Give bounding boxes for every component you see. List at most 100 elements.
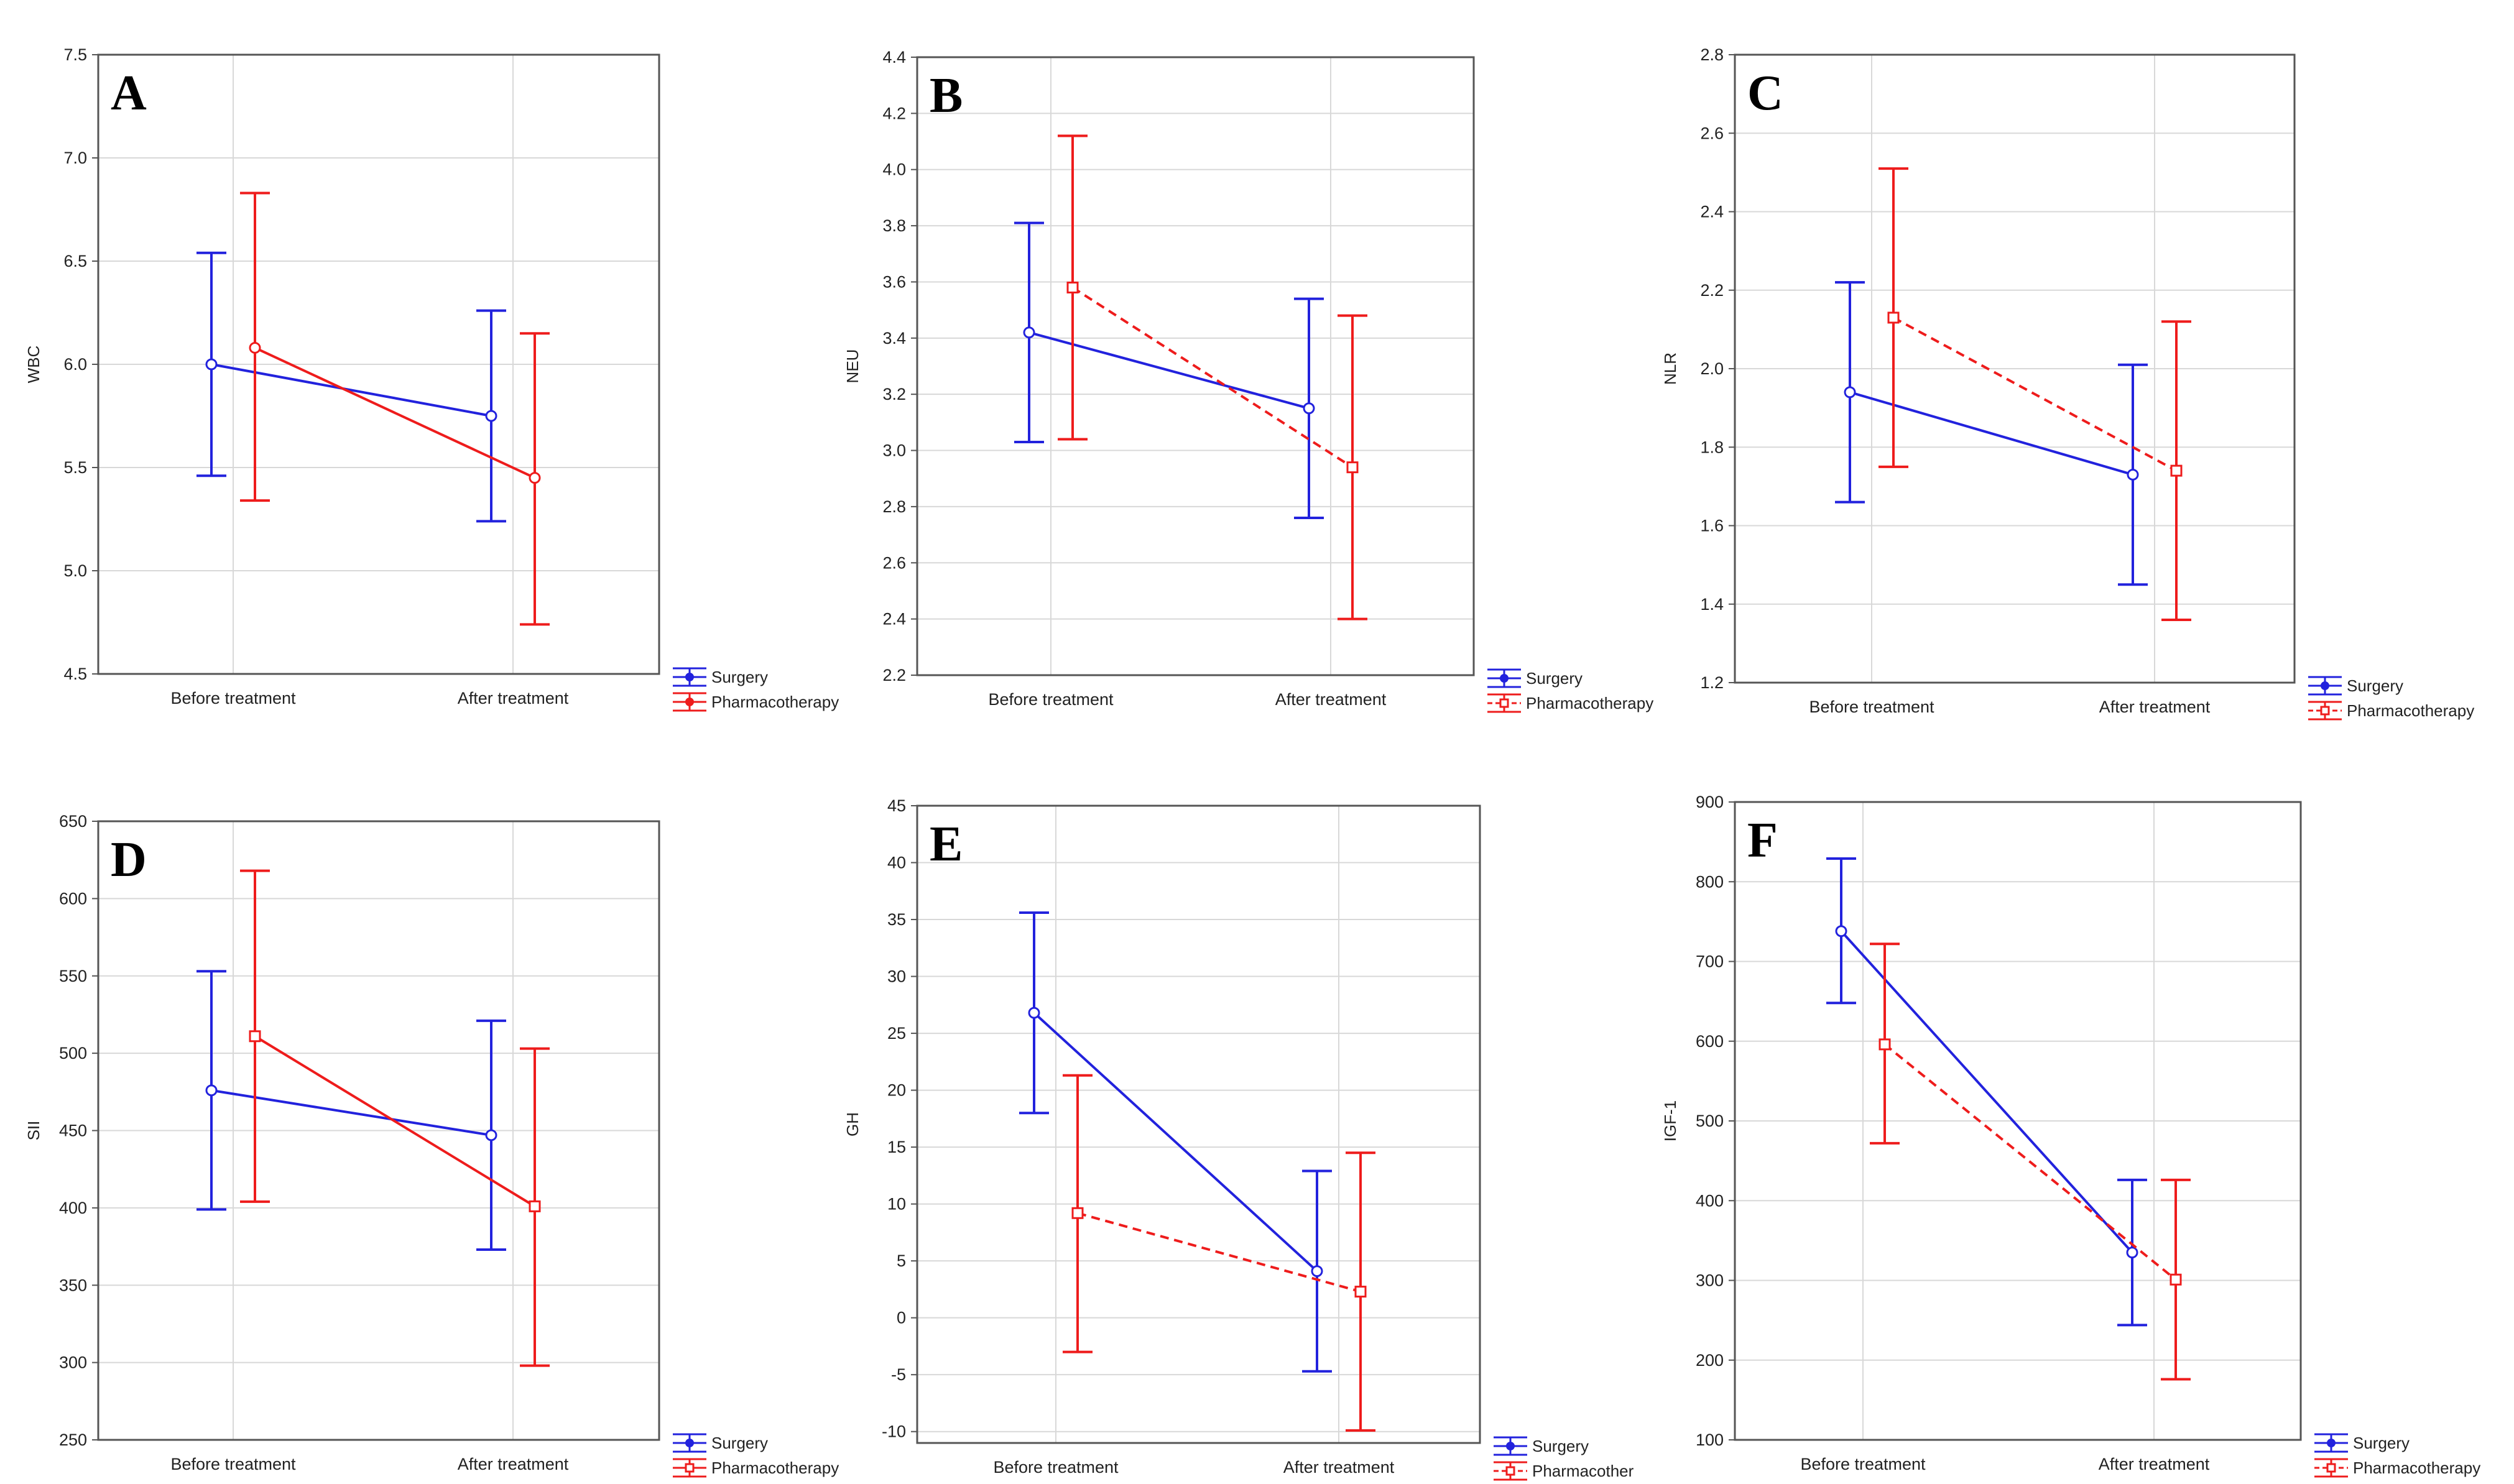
y-tick-label: 30 (887, 967, 906, 986)
data-point (1346, 461, 1359, 474)
y-tick-label: 1.6 (1700, 517, 1724, 535)
y-tick-label: 25 (887, 1024, 906, 1043)
data-point (1887, 311, 1900, 324)
x-tick-label: Before treatment (1809, 698, 1934, 716)
y-tick-label: 3.0 (882, 441, 906, 460)
series-line (1077, 1212, 1361, 1293)
y-tick-label: 2.6 (882, 553, 906, 572)
series-pharmacotherapy (1879, 167, 2191, 621)
y-tick-label: 100 (1696, 1431, 1724, 1449)
legend-label: Pharmacotherapy (711, 693, 839, 711)
data-point (1835, 925, 1847, 938)
legend-label: Surgery (2353, 1434, 2410, 1452)
series-line (211, 1089, 492, 1136)
data-point (1354, 1286, 1367, 1298)
y-tick-label: 20 (887, 1081, 906, 1100)
data-point (249, 341, 261, 354)
legend-marker (1500, 674, 1509, 683)
y-tick-label: 3.6 (882, 272, 906, 291)
y-tick-label: 10 (887, 1195, 906, 1214)
y-tick-label: 2.0 (1700, 359, 1724, 378)
legend-label: Surgery (1526, 669, 1583, 688)
y-tick-label: 4.0 (882, 160, 906, 179)
y-tick-label: 2.2 (882, 666, 906, 684)
data-point (1879, 1038, 1891, 1051)
series-line (254, 1035, 536, 1208)
y-axis-label: NLR (1661, 353, 1680, 385)
legend-marker (2320, 706, 2330, 716)
series-surgery (1826, 857, 2147, 1327)
data-point (2170, 1273, 2182, 1286)
legend-label: Pharmacotherapy (2353, 1459, 2480, 1477)
y-tick-label: 3.4 (882, 329, 906, 348)
plot-frame (916, 56, 1475, 676)
y-tick-label: 35 (887, 910, 906, 929)
y-tick-label: 5.0 (63, 561, 87, 580)
y-tick-label: 4.5 (63, 665, 87, 683)
series-surgery (196, 970, 506, 1251)
legend-label: Surgery (2347, 676, 2403, 695)
y-tick-label: 45 (887, 796, 906, 815)
data-point (485, 1129, 497, 1141)
x-tick-label: After treatment (1275, 690, 1387, 709)
series-surgery (1014, 221, 1324, 519)
y-tick-label: 15 (887, 1138, 906, 1156)
y-tick-label: 2.2 (1700, 281, 1724, 300)
legend-item-1: Pharmacotherapy (2308, 701, 2474, 721)
series-surgery (196, 251, 506, 523)
x-tick-label: After treatment (2099, 698, 2211, 716)
series-line (1028, 331, 1310, 410)
y-tick-label: 4.2 (882, 104, 906, 122)
series-pharmacotherapy (240, 869, 550, 1367)
x-tick-label: After treatment (1283, 1458, 1395, 1477)
legend-marker (685, 698, 694, 706)
y-tick-label: 1.2 (1700, 673, 1724, 692)
y-tick-label: 900 (1696, 793, 1724, 811)
y-tick-label: -10 (882, 1422, 906, 1441)
y-axis-label: WBC (24, 346, 43, 384)
legend-item-0: Surgery (2314, 1433, 2410, 1453)
y-tick-label: 500 (1696, 1112, 1724, 1130)
y-tick-label: 6.5 (63, 252, 87, 270)
legend-label: Pharmacotherapy (2347, 701, 2474, 720)
y-tick-label: 5 (897, 1251, 906, 1270)
y-axis-label: NEU (843, 349, 862, 384)
x-tick-label: Before treatment (170, 689, 296, 707)
series-line (211, 363, 492, 417)
series-line (254, 346, 535, 479)
legend-item-1: Pharmacotherapy (1487, 693, 1653, 713)
y-axis-label: IGF-1 (1661, 1100, 1680, 1141)
legend-label: Surgery (711, 668, 768, 686)
legend-item-0: Surgery (1494, 1436, 1589, 1456)
data-point (1311, 1265, 1323, 1278)
legend-marker (685, 1439, 694, 1447)
y-tick-label: 700 (1696, 952, 1724, 971)
x-tick-label: Before treatment (1800, 1455, 1926, 1473)
series-line (1033, 1012, 1318, 1273)
y-tick-label: 40 (887, 854, 906, 872)
chart-panel-a: 4.5 5.0 5.5 6.0 6.5 7.0 7.5 WBC Before treatment… (24, 45, 839, 712)
y-tick-label: 300 (59, 1353, 87, 1372)
legend-item-0: Surgery (673, 667, 768, 687)
legend-item-1: Pharmacotherapy (673, 692, 839, 712)
x-tick-label: After treatment (458, 689, 569, 707)
y-tick-label: 550 (59, 967, 87, 985)
y-tick-label: -5 (891, 1365, 906, 1384)
series-line (1849, 390, 2133, 476)
data-point (1303, 402, 1315, 415)
legend-marker (685, 1463, 695, 1473)
data-point (205, 358, 218, 371)
panel-letter: B (930, 68, 963, 123)
y-tick-label: 250 (59, 1431, 87, 1449)
x-tick-label: Before treatment (988, 690, 1114, 709)
series-pharmacotherapy (1058, 134, 1367, 620)
y-tick-label: 500 (59, 1044, 87, 1062)
series-line (1893, 316, 2177, 472)
data-point (1844, 386, 1856, 399)
chart-panel-c: 1.2 1.4 1.6 1.8 2.0 2.2 2.4 2.6 2.8 NLR Before tre… (1661, 45, 2474, 721)
x-tick-label: Before treatment (170, 1455, 296, 1473)
series-pharmacotherapy (240, 191, 550, 626)
plot-frame (916, 804, 1481, 1444)
data-point (205, 1084, 218, 1097)
